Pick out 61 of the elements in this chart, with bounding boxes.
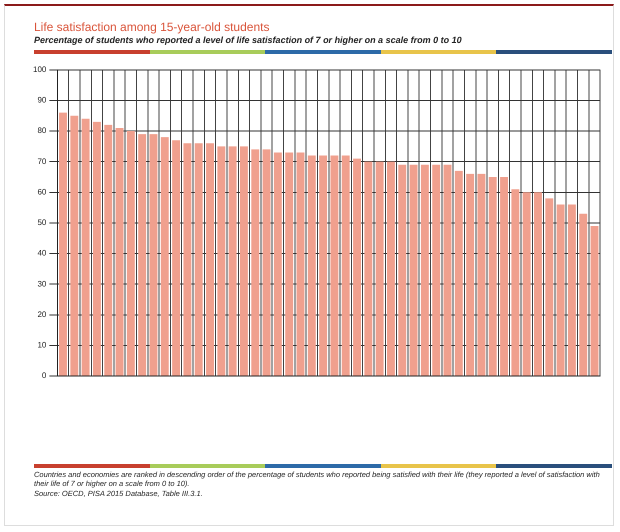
y-tick-label: 30 <box>37 279 47 288</box>
bar <box>262 149 271 376</box>
bar <box>251 149 260 376</box>
bar <box>444 164 452 376</box>
y-tick-label: 0 <box>42 371 47 380</box>
bar <box>545 198 554 376</box>
bar <box>376 162 384 376</box>
y-tick-label: 20 <box>37 310 47 319</box>
bar <box>579 214 588 376</box>
y-tick-label: 40 <box>37 248 47 258</box>
bar <box>206 143 214 376</box>
bar <box>364 162 372 376</box>
bar <box>590 226 598 376</box>
bar <box>398 164 406 376</box>
chart-subtitle: Percentage of students who reported a level of life satisfaction of 7 or higher on a scale from 0 to 10 <box>34 35 462 45</box>
bar <box>59 112 67 376</box>
bar <box>353 158 361 376</box>
bar <box>534 192 542 376</box>
bar <box>330 156 338 376</box>
bar <box>92 122 101 376</box>
bar <box>500 176 508 376</box>
bar <box>228 146 237 376</box>
y-tick-label: 50 <box>37 218 47 228</box>
bar <box>387 162 395 376</box>
bar <box>432 164 440 376</box>
chart-title: Life satisfaction among 15-year-old students <box>34 20 270 34</box>
bar <box>511 189 520 376</box>
bar <box>194 143 203 376</box>
y-tick-label: 60 <box>37 187 47 196</box>
bar <box>150 134 158 376</box>
bar <box>274 152 282 376</box>
y-tick-label: 80 <box>37 126 47 136</box>
bar <box>477 174 486 376</box>
bar <box>285 152 294 376</box>
bar <box>183 143 192 376</box>
bar <box>82 118 90 376</box>
bar <box>240 146 248 376</box>
bar <box>126 131 135 376</box>
bar <box>116 128 124 376</box>
y-tick-label: 100 <box>32 65 47 74</box>
bar <box>488 176 497 376</box>
bar <box>138 134 146 376</box>
y-tick-label: 70 <box>37 156 47 166</box>
bar <box>296 152 304 376</box>
bar <box>217 146 226 376</box>
bar <box>410 164 418 376</box>
bar <box>160 137 169 376</box>
bar <box>568 204 576 376</box>
bar <box>342 156 350 376</box>
bar <box>70 116 78 376</box>
bar <box>319 156 328 376</box>
bar <box>104 124 112 376</box>
bar <box>466 174 474 376</box>
y-tick-label: 10 <box>37 340 47 350</box>
y-tick-label: 90 <box>37 96 47 105</box>
bar <box>420 164 429 376</box>
bar <box>308 156 316 376</box>
bar <box>556 204 565 376</box>
bar <box>454 170 463 376</box>
bar <box>522 192 531 376</box>
bar <box>172 140 180 376</box>
